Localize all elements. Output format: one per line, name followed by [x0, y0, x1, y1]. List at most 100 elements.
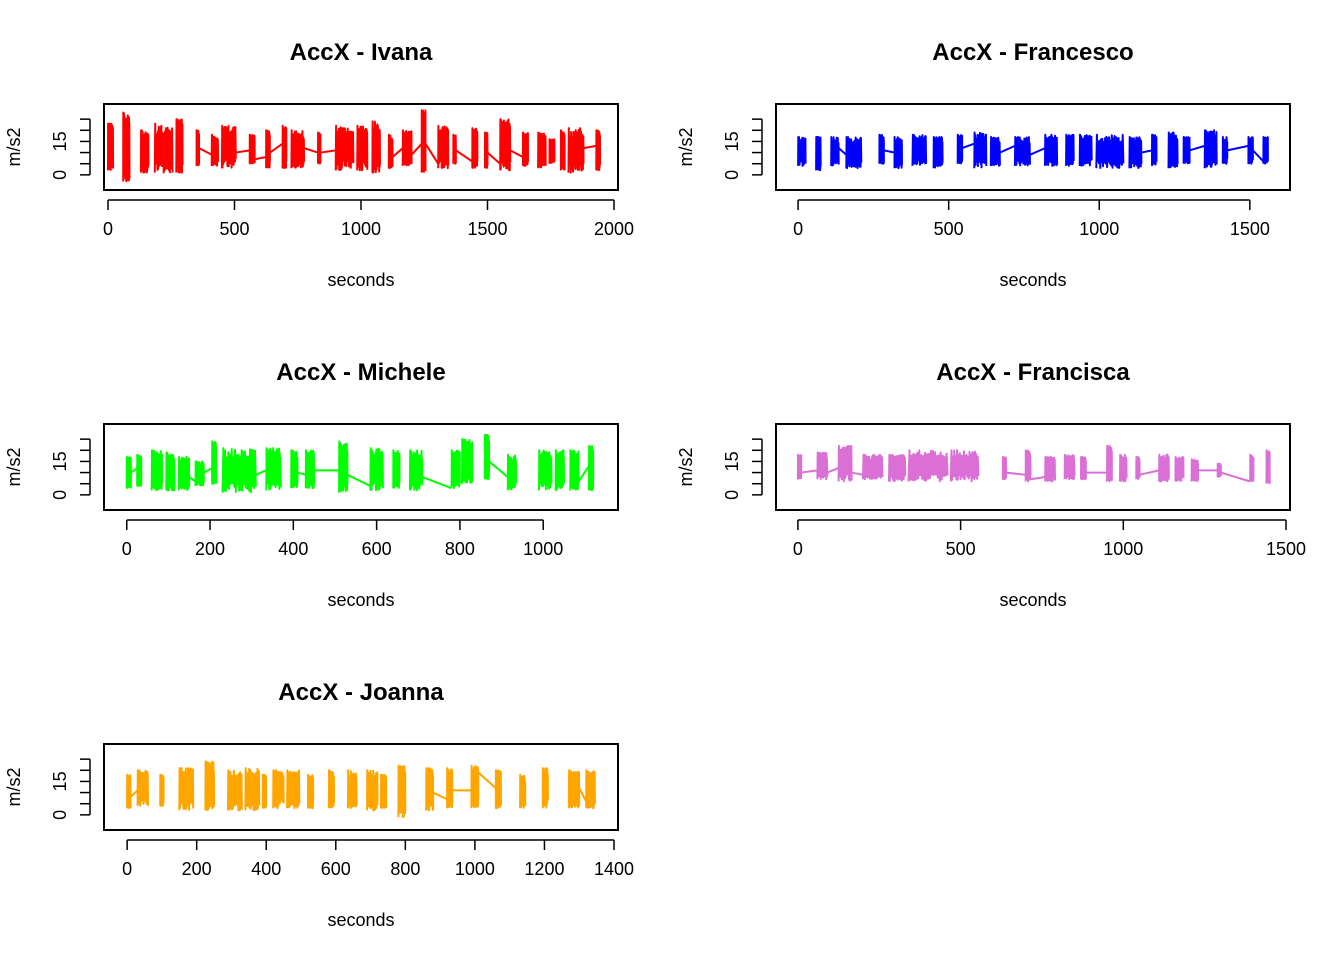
series-segment [139, 129, 150, 174]
series-segment [1167, 131, 1179, 169]
series-link [486, 151, 501, 165]
series-segment [1078, 133, 1093, 167]
series-segment [1249, 453, 1255, 482]
series-segment [452, 133, 457, 165]
y-axis-label: m/s2 [676, 127, 696, 166]
series-segment [1063, 453, 1076, 481]
y-axis: 0 15 [722, 118, 763, 180]
x-tick-label: 1000 [341, 219, 381, 239]
series-segment [165, 451, 176, 492]
series-link [391, 147, 404, 158]
series-link [303, 147, 319, 154]
series-link [838, 147, 847, 156]
x-axis: 0 500 1000 1500 2000 [103, 199, 634, 239]
series-segment [178, 767, 195, 811]
series-segment [471, 127, 479, 169]
y-tick-label: 0 [722, 170, 742, 180]
series-segment [506, 453, 518, 491]
series-segment [1080, 456, 1087, 481]
series-segment [1024, 449, 1032, 483]
x-tick-label: 0 [122, 539, 132, 559]
y-axis: 0 15 [722, 438, 763, 500]
y-axis: 0 15 [50, 118, 91, 180]
x-tick-label: 800 [390, 859, 420, 879]
series-segment [1262, 136, 1269, 165]
series-segment [221, 447, 257, 494]
series-segment [537, 131, 547, 169]
series-segment [816, 451, 829, 481]
series-segment [159, 773, 165, 807]
series-segment [1158, 453, 1170, 483]
y-tick-label: 15 [50, 451, 70, 471]
series-segment [220, 124, 237, 169]
series-segment [304, 449, 316, 489]
series-link [455, 149, 473, 163]
series-segment [153, 122, 174, 174]
x-tick-label: 500 [219, 219, 249, 239]
series-link [203, 467, 213, 474]
series-segment [307, 773, 315, 810]
series-segment [126, 773, 132, 809]
series-segment [989, 136, 1001, 167]
series-link [1189, 144, 1205, 152]
series-segment [595, 129, 602, 172]
series-segment [878, 133, 885, 165]
y-axis: 0 15 [50, 758, 91, 820]
series-segment [317, 131, 322, 165]
series-link [1141, 149, 1153, 154]
data-layer [126, 760, 596, 819]
series-link [1029, 147, 1046, 156]
series-segment [862, 453, 884, 481]
series-segment [1216, 462, 1222, 478]
series-link [188, 476, 197, 483]
x-tick-label: 500 [946, 539, 976, 559]
series-link [424, 143, 440, 165]
series-segment [585, 769, 596, 810]
series-segment [815, 136, 822, 172]
y-axis-label: m/s2 [4, 767, 24, 806]
series-link [477, 771, 497, 789]
data-layer [107, 109, 602, 183]
series-link [130, 467, 138, 474]
series-segment [136, 769, 149, 807]
series-link [410, 142, 423, 156]
series-segment [932, 136, 944, 169]
series-link [488, 460, 509, 478]
series-segment [369, 447, 384, 492]
series-segment [175, 118, 184, 174]
series-link [1139, 469, 1160, 476]
series-segment [1221, 136, 1229, 165]
y-tick-label: 15 [50, 771, 70, 791]
series-segment [265, 129, 271, 169]
x-tick-label: 1000 [523, 539, 563, 559]
series-segment [450, 449, 461, 490]
y-tick-label: 15 [722, 451, 742, 471]
series-segment [125, 456, 132, 489]
x-tick-label: 500 [934, 219, 964, 239]
series-link [432, 791, 448, 801]
series-segment [227, 769, 243, 812]
series-segment [446, 767, 454, 809]
series-segment [588, 444, 595, 492]
chart-title: AccX - Ivana [290, 39, 433, 66]
series-link [269, 142, 284, 154]
series-segment [408, 449, 424, 492]
x-tick-label: 0 [793, 219, 803, 239]
plot-frame [775, 103, 1291, 191]
series-segment [470, 764, 480, 809]
y-axis-label: m/s2 [4, 447, 24, 486]
series-segment [1001, 456, 1008, 481]
series-segment [1013, 136, 1031, 167]
series-segment [1044, 456, 1056, 483]
x-axis-label: seconds [327, 590, 394, 610]
chart-panel: AccX - Michele 0 200 400 600 800 1000 seconds 0 1… [4, 359, 619, 610]
series-segment [366, 769, 379, 812]
chart-panel: AccX - Ivana 0 500 1000 1500 2000 seconds 0 15 m/… [4, 39, 634, 290]
series-segment [261, 773, 268, 809]
series-segment [548, 138, 556, 164]
series-link [583, 144, 597, 150]
y-tick-label: 0 [50, 490, 70, 500]
x-tick-label: 200 [195, 539, 225, 559]
series-segment [380, 773, 388, 810]
x-axis-label: seconds [999, 270, 1066, 290]
